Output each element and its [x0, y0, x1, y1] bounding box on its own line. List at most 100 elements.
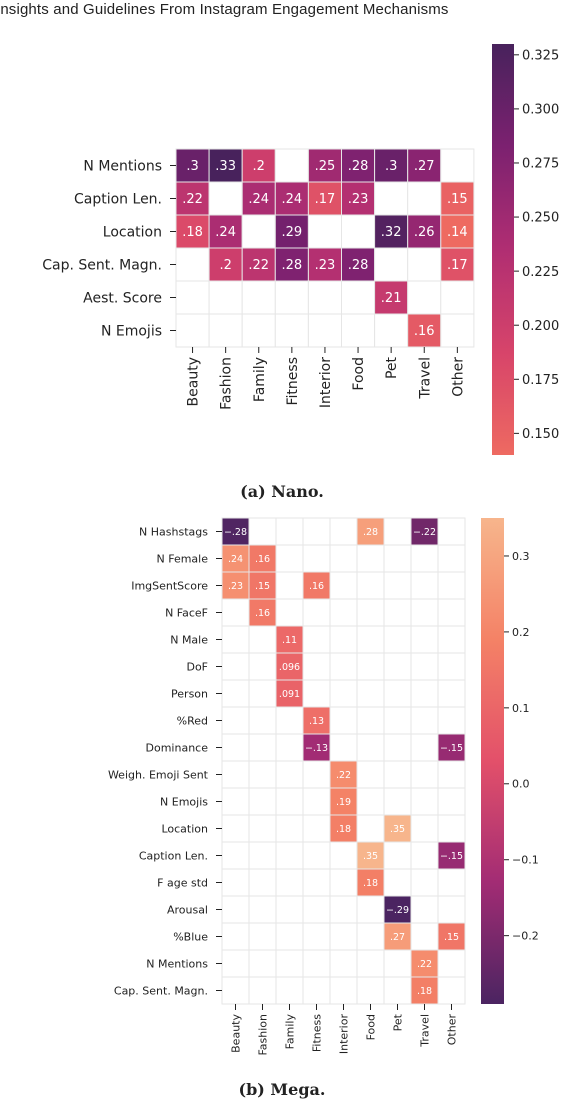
heatmap-empty-cell [248, 976, 277, 1005]
cell-value-label: .15 [255, 581, 270, 592]
column-label: Fitness [310, 1014, 323, 1052]
heatmap-cell [437, 733, 466, 762]
heatmap-empty-cell [302, 544, 331, 573]
cell-value-label: .25 [315, 159, 336, 174]
row-label: Arousal [167, 903, 208, 916]
heatmap-empty-cell [329, 679, 358, 708]
column-label: Beauty [186, 357, 202, 406]
row-label: N Emojis [101, 324, 162, 340]
column-label: Beauty [229, 1014, 242, 1053]
heatmap-empty-cell [437, 814, 466, 843]
cell-value-label: .16 [255, 608, 270, 619]
heatmap-empty-cell [248, 760, 277, 789]
cell-value-label: −.28 [224, 527, 247, 538]
colorbar-tick-label: 0.2 [512, 626, 530, 639]
row-label: Aest. Score [83, 291, 162, 307]
heatmap-empty-cell [329, 598, 358, 627]
heatmap-empty-cell [329, 625, 358, 654]
heatmap-empty-cell [221, 787, 250, 816]
heatmap-empty-cell [221, 922, 250, 951]
heatmap-empty-cell [329, 517, 358, 546]
cell-value-label: .3 [186, 159, 198, 174]
row-label: ImgSentScore [131, 579, 208, 592]
cell-value-label: .28 [348, 159, 369, 174]
heatmap-empty-cell [221, 625, 250, 654]
cell-value-label: .18 [417, 986, 432, 997]
heatmap-empty-cell [356, 733, 385, 762]
heatmap-empty-cell [383, 733, 412, 762]
heatmap-empty-cell [383, 571, 412, 600]
cell-value-label: −.15 [440, 851, 463, 862]
heatmap-empty-cell [407, 181, 442, 216]
heatmap-empty-cell [329, 706, 358, 735]
heatmap-empty-cell [248, 733, 277, 762]
colorbar-tick-label: 0.175 [522, 373, 559, 388]
column-label: Food [364, 1014, 377, 1040]
cell-value-label: .16 [309, 581, 324, 592]
heatmap-empty-cell [437, 652, 466, 681]
heatmap-nano: .3 .33 .2 .25 .28 .3 .27 .22 .24 .24 .17 .23 .15 .18.… [42, 44, 559, 455]
colorbar-tick-label: 0.1 [512, 702, 530, 715]
heatmap-empty-cell [383, 625, 412, 654]
cell-value-label: .27 [390, 932, 405, 943]
heatmap-empty-cell [356, 922, 385, 951]
cell-value-label: .24 [282, 192, 303, 207]
row-label: Weigh. Emoji Sent [108, 768, 209, 781]
heatmap-cell [383, 922, 412, 951]
heatmap-empty-cell [356, 787, 385, 816]
heatmap-cell [407, 214, 442, 249]
heatmap-empty-cell [241, 313, 276, 348]
cell-value-label: −.29 [386, 905, 409, 916]
cell-value-label: .33 [215, 159, 236, 174]
heatmap-cell [440, 181, 475, 216]
heatmap-empty-cell [248, 841, 277, 870]
row-label: Location [161, 822, 208, 835]
running-header-text: Insights and Guidelines From Instagram E… [0, 1, 449, 18]
cell-value-label: .16 [414, 324, 435, 339]
heatmap-empty-cell [302, 625, 331, 654]
heatmap-empty-cell [437, 571, 466, 600]
heatmap-empty-cell [208, 181, 243, 216]
heatmap-empty-cell [356, 949, 385, 978]
heatmap-empty-cell [221, 733, 250, 762]
heatmap-empty-cell [356, 544, 385, 573]
heatmap-empty-cell [248, 517, 277, 546]
heatmap-empty-cell [248, 625, 277, 654]
heatmap-empty-cell [275, 976, 304, 1005]
cell-value-label: .2 [219, 258, 231, 273]
cell-value-label: .15 [447, 192, 468, 207]
heatmap-empty-cell [221, 895, 250, 924]
heatmap-empty-cell [274, 148, 309, 183]
heatmap-cell [329, 760, 358, 789]
caption-nano: (a) Nano. [240, 482, 324, 501]
heatmap-empty-cell [329, 976, 358, 1005]
heatmap-empty-cell [241, 214, 276, 249]
cell-value-label: .23 [348, 192, 369, 207]
cell-value-label: .096 [279, 662, 300, 673]
heatmap-empty-cell [440, 313, 475, 348]
colorbar-tick-label: 0.0 [512, 778, 530, 791]
colorbar-tick-label: 0.150 [522, 427, 559, 442]
heatmap-empty-cell [221, 949, 250, 978]
heatmap-empty-cell [221, 652, 250, 681]
heatmap-empty-cell [275, 706, 304, 735]
heatmap-empty-cell [275, 571, 304, 600]
cell-value-label: .27 [414, 159, 435, 174]
heatmap-empty-cell [302, 949, 331, 978]
heatmap-empty-cell [410, 760, 439, 789]
cell-value-label: .35 [363, 851, 378, 862]
heatmap-empty-cell [356, 571, 385, 600]
heatmap-empty-cell [383, 652, 412, 681]
heatmap-empty-cell [437, 706, 466, 735]
heatmap-empty-cell [410, 868, 439, 897]
cell-value-label: .22 [336, 770, 351, 781]
cell-value-label: .22 [417, 959, 432, 970]
heatmap-empty-cell [221, 868, 250, 897]
heatmap-empty-cell [274, 313, 309, 348]
heatmap-empty-cell [356, 652, 385, 681]
heatmap-empty-cell [275, 544, 304, 573]
row-label: Dominance [146, 741, 209, 754]
heatmap-empty-cell [248, 652, 277, 681]
colorbar [481, 518, 504, 1004]
heatmap-empty-cell [437, 544, 466, 573]
